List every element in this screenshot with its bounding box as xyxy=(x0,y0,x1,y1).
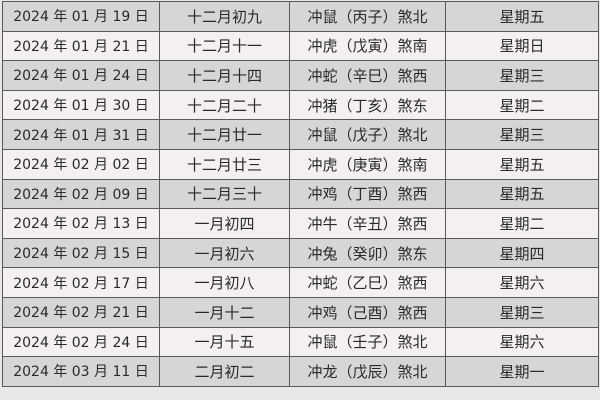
weekday-cell: 星期三 xyxy=(445,296,599,328)
clash-cell: 冲龙（戊辰）煞北 xyxy=(289,356,446,387)
weekday-cell: 星期三 xyxy=(445,119,599,150)
weekday-cell: 星期五 xyxy=(445,1,599,32)
date-cell: 2024 年 01 月 24 日 xyxy=(2,60,160,91)
date-cell: 2024 年 03 月 11 日 xyxy=(2,356,160,387)
lunar-date-cell: 十二月廿一 xyxy=(159,119,290,150)
date-cell: 2024 年 01 月 19 日 xyxy=(2,1,160,32)
weekday-cell: 星期五 xyxy=(445,178,599,210)
table-row: 2024 年 02 月 15 日一月初六 冲兔（癸卯）煞东 星期四 xyxy=(2,237,599,269)
table-row: 2024 年 01 月 31 日十二月廿一 冲鼠（戊子）煞北 星期三 xyxy=(2,119,599,150)
date-cell: 2024 年 02 月 02 日 xyxy=(2,148,160,180)
lunar-date-cell: 一月初六 xyxy=(159,237,290,269)
clash-cell: 冲虎（庚寅）煞南 xyxy=(289,148,446,180)
table-row: 2024 年 01 月 30 日十二月二十 冲猪（丁亥）煞东 星期二 xyxy=(2,89,599,121)
table-row: 2024 年 02 月 09 日十二月三十 冲鸡（丁酉）煞西 星期五 xyxy=(2,178,599,210)
weekday-cell: 星期四 xyxy=(445,237,599,269)
clash-cell: 冲牛（辛丑）煞西 xyxy=(289,208,446,239)
table-row: 2024 年 02 月 02 日十二月廿三 冲虎（庚寅）煞南 星期五 xyxy=(2,148,599,180)
clash-cell: 冲鸡（己酉）煞西 xyxy=(289,296,446,328)
clash-cell: 冲蛇（辛巳）煞西 xyxy=(289,60,446,91)
date-cell: 2024 年 02 月 17 日 xyxy=(2,267,160,298)
date-cell: 2024 年 02 月 13 日 xyxy=(2,208,160,239)
table-row: 2024 年 03 月 11 日二月初二 冲龙（戊辰）煞北 星期一 xyxy=(2,356,599,387)
clash-cell: 冲鼠（戊子）煞北 xyxy=(289,119,446,150)
date-cell: 2024 年 01 月 21 日 xyxy=(2,30,160,62)
lunar-date-cell: 十二月十一 xyxy=(159,30,290,62)
clash-cell: 冲兔（癸卯）煞东 xyxy=(289,237,446,269)
lunar-date-cell: 一月十二 xyxy=(159,296,290,328)
weekday-cell: 星期日 xyxy=(445,30,599,62)
table-row: 2024 年 02 月 24 日一月十五 冲鼠（壬子）煞北 星期六 xyxy=(2,326,599,358)
date-cell: 2024 年 02 月 21 日 xyxy=(2,296,160,328)
lunar-date-cell: 十二月廿三 xyxy=(159,148,290,180)
weekday-cell: 星期五 xyxy=(445,148,599,180)
weekday-cell: 星期六 xyxy=(445,326,599,358)
table-row: 2024 年 02 月 21 日一月十二 冲鸡（己酉）煞西 星期三 xyxy=(2,296,599,328)
lunar-date-cell: 十二月十四 xyxy=(159,60,290,91)
lunar-date-cell: 一月初八 xyxy=(159,267,290,298)
calendar-table: 2024 年 01 月 19 日十二月初九 冲鼠（丙子）煞北 星期五 2024 年 0… xyxy=(2,1,599,387)
clash-cell: 冲虎（戊寅）煞南 xyxy=(289,30,446,62)
date-cell: 2024 年 02 月 09 日 xyxy=(2,178,160,210)
clash-cell: 冲蛇（乙巳）煞西 xyxy=(289,267,446,298)
calendar-table-body: 2024 年 01 月 19 日十二月初九 冲鼠（丙子）煞北 星期五 2024 年 0… xyxy=(2,1,599,387)
date-cell: 2024 年 02 月 24 日 xyxy=(2,326,160,358)
date-cell: 2024 年 01 月 31 日 xyxy=(2,119,160,150)
table-row: 2024 年 01 月 21 日十二月十一 冲虎（戊寅）煞南 星期日 xyxy=(2,30,599,62)
table-row: 2024 年 02 月 13 日一月初四 冲牛（辛丑）煞西 星期二 xyxy=(2,208,599,239)
lunar-date-cell: 十二月初九 xyxy=(159,1,290,32)
table-row: 2024 年 02 月 17 日一月初八 冲蛇（乙巳）煞西 星期六 xyxy=(2,267,599,298)
lunar-date-cell: 一月初四 xyxy=(159,208,290,239)
weekday-cell: 星期六 xyxy=(445,267,599,298)
weekday-cell: 星期二 xyxy=(445,208,599,239)
lunar-date-cell: 二月初二 xyxy=(159,356,290,387)
weekday-cell: 星期三 xyxy=(445,60,599,91)
clash-cell: 冲鼠（丙子）煞北 xyxy=(289,1,446,32)
lunar-date-cell: 十二月三十 xyxy=(159,178,290,210)
clash-cell: 冲鸡（丁酉）煞西 xyxy=(289,178,446,210)
weekday-cell: 星期二 xyxy=(445,89,599,121)
clash-cell: 冲鼠（壬子）煞北 xyxy=(289,326,446,358)
table-row: 2024 年 01 月 24 日十二月十四 冲蛇（辛巳）煞西 星期三 xyxy=(2,60,599,91)
date-cell: 2024 年 02 月 15 日 xyxy=(2,237,160,269)
table-row: 2024 年 01 月 19 日十二月初九 冲鼠（丙子）煞北 星期五 xyxy=(2,1,599,32)
weekday-cell: 星期一 xyxy=(445,356,599,387)
date-cell: 2024 年 01 月 30 日 xyxy=(2,89,160,121)
lunar-date-cell: 十二月二十 xyxy=(159,89,290,121)
lunar-date-cell: 一月十五 xyxy=(159,326,290,358)
clash-cell: 冲猪（丁亥）煞东 xyxy=(289,89,446,121)
